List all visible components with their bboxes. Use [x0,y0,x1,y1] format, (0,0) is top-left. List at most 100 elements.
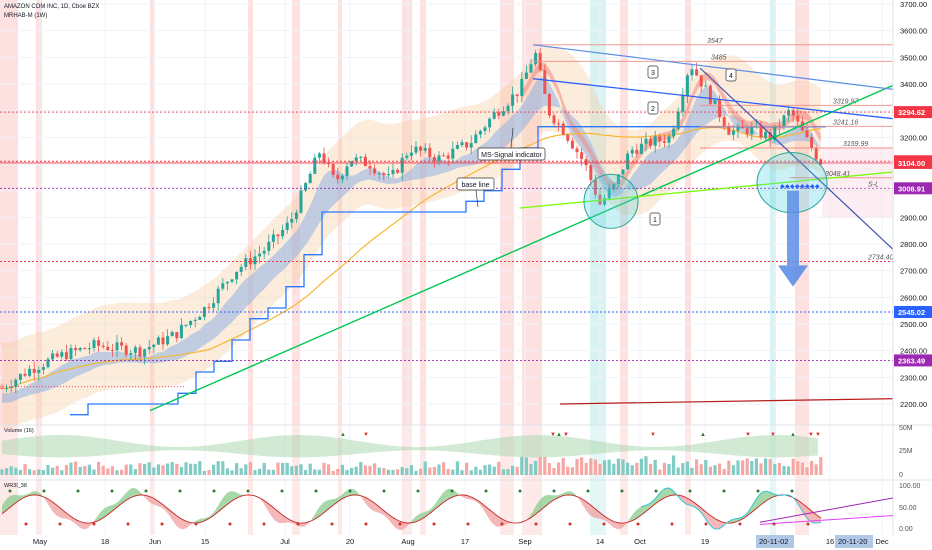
candle-body [78,348,82,351]
osc-fill [641,505,644,516]
volume-bar [524,457,528,475]
volume-bar [299,464,303,475]
osc-fill [668,487,671,497]
volume-bar [529,464,533,475]
volume-wave [2,435,818,458]
volume-bar [428,467,432,475]
osc-fill [185,520,188,529]
price-axis[interactable]: 3700.003600.003500.003400.003300.003200.… [900,0,927,409]
volume-bar [345,469,349,475]
candle-body [299,190,303,213]
osc-dot [756,489,760,493]
osc-fill [572,491,575,496]
osc-fill [611,520,614,528]
volume-marker: ▲ [340,432,346,438]
candle-body [405,155,409,158]
volume-bar [713,465,717,475]
candle-body [170,331,174,337]
osc-fill [182,519,185,530]
osc-fill [197,519,200,523]
osc-fill [389,514,392,524]
candle-body [267,241,271,251]
svg-text:base line: base line [461,182,489,189]
candle-body [511,94,515,106]
osc-fill [233,491,236,501]
volume-bar [612,463,616,475]
candle-body [423,147,427,151]
candle-body [382,173,386,176]
candle-body [782,115,786,128]
volume-bar [501,469,505,475]
diamond-marker: ◆ [810,184,815,190]
volume-bar [455,461,459,475]
volume-bar [451,469,455,475]
osc-dot [246,489,250,493]
candle-body [718,100,722,118]
time-tick: 14 [596,537,604,546]
volume-bar [409,465,413,475]
candle-body [612,184,616,190]
volume-bar [437,464,441,475]
osc-fill [713,517,716,530]
down-arrow-shaft [787,190,799,266]
candle-body [179,325,183,339]
level-label: 3241.16 [833,119,858,126]
price-label-bg [894,305,932,318]
osc-fill [116,500,119,509]
osc-dot [586,489,590,493]
volume-bar [110,466,114,475]
time-highlight-1: 20-11-02 [759,537,788,546]
volume-bar [350,467,354,475]
candle-body [340,175,344,180]
osc-fill [686,497,689,506]
osc-fill [299,522,302,527]
osc-fill [23,494,26,499]
time-axis-bg [0,535,932,550]
svg-text:MS-Signal indicator: MS-Signal indicator [481,152,542,159]
volume-bar [593,459,597,475]
candle-body [290,219,294,223]
volume-bar [248,461,252,475]
level-label: 3048.41 [825,171,850,178]
volume-bar [796,461,800,475]
time-axis[interactable]: May 18 Jun 15 Jul 20 Aug 17 Sep 14 Oct 19 16 Dec [33,537,889,546]
candle-body [138,347,142,357]
candle-body [593,179,597,195]
volume-marker: ▼ [563,432,569,438]
volume-tick-25m: 25M [899,448,913,455]
volume-bar [179,467,183,475]
volume-bar [124,464,128,475]
volume-bar [391,469,395,475]
candle-body [253,256,257,265]
osc-fill [755,496,758,510]
osc-fill [305,522,308,527]
candle-body [345,166,349,176]
osc-fill [809,508,812,523]
osc-fill [56,504,59,518]
candle-body [469,143,473,148]
volume-bar [363,465,367,475]
candle-body [129,352,133,355]
volume-bar [754,458,758,475]
candle-body [603,198,607,205]
time-tick: 18 [101,537,109,546]
candle-body [750,126,754,135]
signal-band [770,0,776,425]
diamond-marker: ◆ [790,184,795,190]
volume-bar [603,460,607,475]
osc-fill [269,504,272,518]
osc-dot [314,489,318,493]
volume-bar [768,459,772,475]
candle-body [488,118,492,128]
volume-bar [731,465,735,475]
osc-fill [221,496,224,510]
osc-fill [812,511,815,524]
candle-body [584,159,588,166]
volume-bar [552,467,556,475]
candle-body [14,379,18,387]
volume-bar [635,462,639,475]
osc-fill [104,506,107,518]
volume-bar [584,463,588,475]
osc-fill [557,494,560,499]
osc-fill [395,518,398,530]
